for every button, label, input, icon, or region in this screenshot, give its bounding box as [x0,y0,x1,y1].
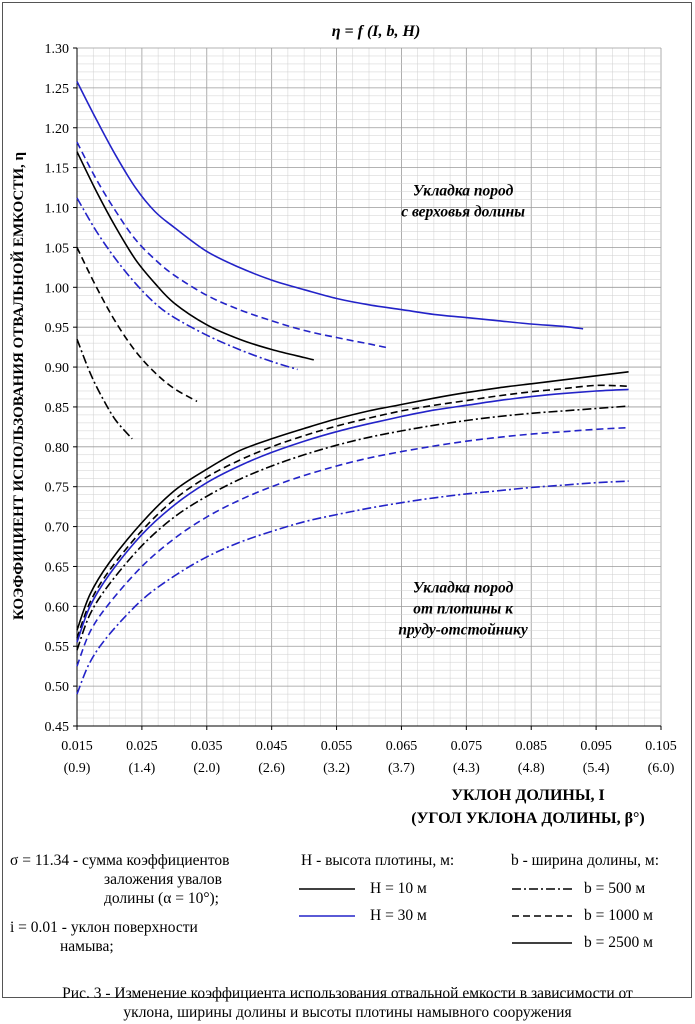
annotation-0-line: с верховья долины [401,204,525,221]
y-tick-label: 1.15 [45,162,70,177]
legend-b500-sample [512,888,572,890]
y-tick-label: 0.80 [45,441,70,456]
y-tick-label: 0.65 [45,560,70,575]
legend-sigma: σ = 11.34 - сумма коэффициентов заложени… [10,851,229,908]
x-tick-label: 0.015 [61,739,93,754]
x-tick-label: 0.055 [321,739,353,754]
x-tick-sublabel: (5.4) [583,761,610,776]
x-tick-label: 0.035 [191,739,223,754]
legend-b1000-label: b = 1000 м [584,907,653,924]
chart-axes [76,48,661,727]
legend-b1000-sample [512,915,572,917]
legend-sigma-line3: долины (α = 10°); [104,890,219,907]
legend-b-title: b - ширина долины, м: [511,852,660,869]
x-axis-label: УКЛОН ДОЛИНЫ, I [451,787,605,804]
y-tick-label: 1.20 [45,122,70,137]
legend-h10-label: H = 10 м [370,880,427,897]
series-line-lower-h30-b1000 [76,426,629,667]
y-tick-label: 1.05 [45,241,70,256]
legend-h-title: H - высота плотины, м: [301,852,455,869]
y-tick-label: 1.30 [45,42,70,57]
y-tick-label: 0.70 [45,521,70,536]
y-tick-label: 0.75 [45,481,70,496]
series-line-lower-h10-b1000 [76,384,629,639]
legend-sigma-line2: заложения увалов [104,871,222,888]
chart-ticks: 0.45 0.50 0.55 0.60 0.65 0.70 0.75 0.80 0.85 0.90… [45,42,677,776]
y-axis-label: КОЭФФИЦИЕНТ ИСПОЛЬЗОВАНИЯ ОТВАЛЬНОЙ ЕМКО… [10,152,27,620]
x-tick-sublabel: (2.0) [193,761,220,776]
annotation-1-line: Укладка пород [413,579,514,596]
x-axis-sublabel: (УГОЛ УКЛОНА ДОЛИНЫ, β°) [411,810,644,827]
legend-sigma-line1: σ = 11.34 - сумма коэффициентов [10,852,230,869]
legend-h10-sample [299,888,355,890]
annotation-1-line: пруду-отстойнику [398,621,528,638]
y-tick-label: 0.50 [45,680,70,695]
x-tick-sublabel: (4.3) [453,761,480,776]
chart-title: η = f (I, b, H) [332,23,421,40]
y-tick-label: 0.45 [45,720,70,735]
series-line-upper-h10-b1000 [76,247,198,403]
chart-series [76,81,629,695]
caption-line2: уклона, ширины долины и высоты плотины н… [123,1004,572,1021]
legend-h30-label: H = 30 м [370,907,427,924]
series-line-lower-h30-b2500 [76,388,629,643]
x-tick-sublabel: (4.8) [518,761,545,776]
legend-i-line2: намыва; [60,938,114,955]
line-chart: 0.45 0.50 0.55 0.60 0.65 0.70 0.75 0.80 0.85 0.90… [10,23,677,827]
legend-h30-sample [299,915,355,917]
series-line-lower-h30-b500 [76,480,629,695]
x-tick-label: 0.045 [256,739,288,754]
x-tick-label: 0.025 [126,739,158,754]
x-tick-sublabel: (0.9) [64,761,91,776]
y-tick-label: 0.60 [45,600,70,615]
series-line-upper-h30-b2500 [76,81,584,330]
annotation-1-line: от плотины к [413,600,514,617]
legend-b2500-label: b = 2500 м [584,934,653,951]
x-tick-sublabel: (2.6) [258,761,285,776]
y-tick-label: 0.90 [45,361,70,376]
figure-frame [2,2,692,998]
series-line-upper-h30-b1000 [76,141,389,349]
x-tick-sublabel: (3.7) [388,761,415,776]
x-tick-label: 0.065 [386,739,418,754]
chart-grid [76,47,662,727]
x-tick-label: 0.075 [451,739,483,754]
legend-i: i = 0.01 - уклон поверхности намыва; [10,918,198,956]
x-tick-label: 0.105 [645,739,677,754]
series-line-upper-h10-b500 [76,338,133,440]
series-line-lower-h10-b2500 [76,371,629,631]
x-tick-label: 0.085 [515,739,547,754]
legend-b2500-sample [512,942,572,944]
x-tick-sublabel: (1.4) [128,761,155,776]
chart-annotations: Укладка пород с верховья долины Укладка по… [398,183,528,639]
series-line-upper-h10-b2500 [76,151,314,361]
y-tick-label: 0.95 [45,321,70,336]
series-line-upper-h30-b500 [76,197,298,371]
legend-b500-label: b = 500 м [584,880,646,897]
x-tick-label: 0.095 [580,739,612,754]
y-tick-label: 0.55 [45,640,70,655]
series-line-lower-h10-b500 [76,405,629,651]
annotation-0-line: Укладка пород [413,183,514,200]
caption-line1: Рис. 3 - Изменение коэффициента использо… [62,985,633,1002]
x-tick-sublabel: (3.2) [323,761,350,776]
legend-i-line1: i = 0.01 - уклон поверхности [10,919,198,936]
figure-caption: Рис. 3 - Изменение коэффициента использо… [0,984,695,1022]
y-tick-label: 1.25 [45,82,70,97]
x-tick-sublabel: (6.0) [648,761,675,776]
y-tick-label: 1.00 [45,281,70,296]
y-tick-label: 1.10 [45,202,70,217]
y-tick-label: 0.85 [45,401,70,416]
